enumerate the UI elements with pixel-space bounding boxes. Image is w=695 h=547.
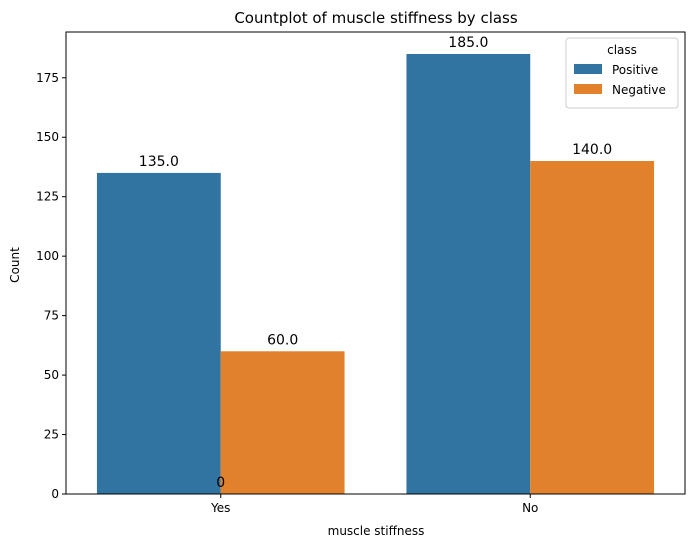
bar-value-label: 135.0 <box>139 154 179 170</box>
x-tick-label: No <box>522 501 538 515</box>
chart-title: Countplot of muscle stiffness by class <box>234 9 518 27</box>
bar-value-label: 185.0 <box>448 35 488 51</box>
bar-value-label: 60.0 <box>267 332 298 348</box>
x-axis-label: muscle stiffness <box>328 524 425 538</box>
y-tick-label: 150 <box>36 130 59 144</box>
axes-frame <box>65 31 686 495</box>
y-tick-label: 175 <box>36 71 59 85</box>
legend-swatch-negative <box>574 84 602 94</box>
bar-value-label: 140.0 <box>572 142 612 158</box>
plot-area: 135.0 185.0 60.0 140.0 0 0 25 50 75 100 125 150 175 Y… <box>36 31 686 515</box>
bar-positive-no <box>406 54 531 494</box>
zero-annotation: 0 <box>216 475 225 491</box>
y-tick-label: 0 <box>51 487 59 501</box>
x-tick-label: Yes <box>210 501 230 515</box>
legend-swatch-positive <box>574 64 602 74</box>
legend-label-positive: Positive <box>612 63 658 77</box>
y-tick-label: 75 <box>44 309 59 323</box>
y-axis-label: Count <box>8 247 22 283</box>
legend-label-negative: Negative <box>612 83 666 97</box>
legend-title: class <box>607 43 637 57</box>
y-tick-label: 25 <box>44 428 59 442</box>
bar-negative-no <box>530 161 655 494</box>
bar-negative-yes <box>220 351 345 494</box>
bar-positive-yes <box>96 172 221 494</box>
y-tick-label: 100 <box>36 249 59 263</box>
y-tick-label: 50 <box>44 368 59 382</box>
y-tick-label: 125 <box>36 190 59 204</box>
legend: class Positive Negative <box>565 37 679 109</box>
